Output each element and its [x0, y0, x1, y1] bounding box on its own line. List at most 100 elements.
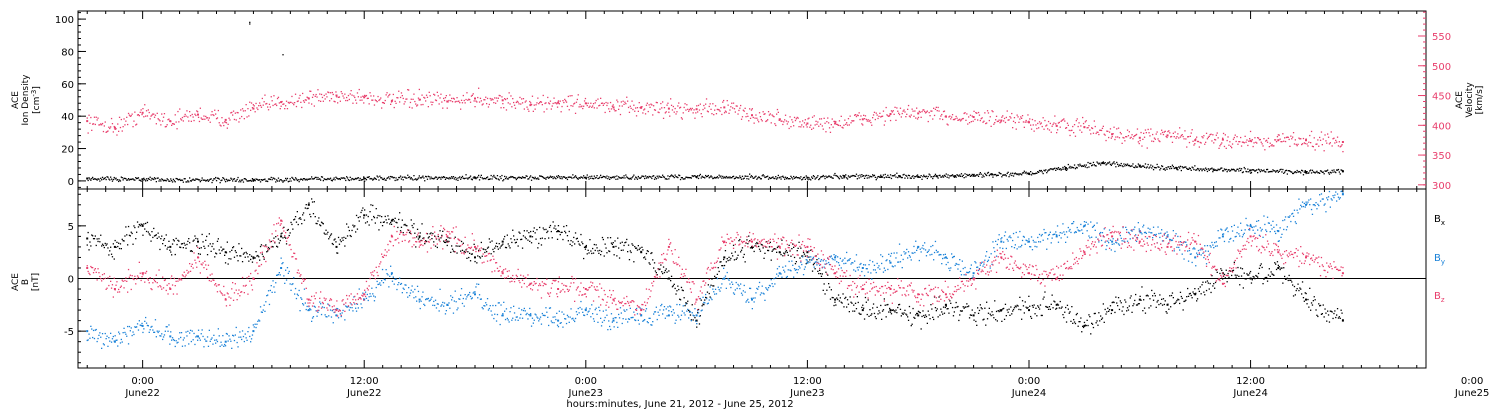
velocity-point	[603, 102, 605, 105]
density-point	[799, 177, 801, 180]
density-point	[731, 177, 733, 179]
bx-point	[857, 301, 859, 304]
velocity-point	[1055, 123, 1057, 125]
bx-point	[1326, 320, 1328, 322]
bx-point	[457, 245, 459, 247]
bx-point	[977, 312, 980, 314]
bx-point	[1270, 271, 1272, 273]
density-point	[479, 176, 482, 178]
bx-point	[1184, 300, 1186, 302]
density-point	[699, 173, 701, 176]
bx-point	[1040, 314, 1042, 317]
density-point	[1071, 166, 1073, 168]
by-point	[103, 344, 105, 346]
density-point	[330, 179, 333, 181]
density-point	[138, 179, 140, 181]
density-point	[1336, 169, 1339, 171]
density-point	[812, 175, 815, 177]
bx-point	[315, 222, 317, 225]
bx-point	[780, 253, 782, 256]
by-point	[448, 302, 450, 304]
velocity-point	[206, 117, 209, 119]
bx-point	[1226, 281, 1228, 283]
velocity-point	[808, 117, 810, 119]
bx-point	[145, 222, 147, 225]
by-point	[324, 314, 326, 316]
by-point	[521, 309, 523, 311]
density-point	[179, 178, 181, 180]
bx-point	[773, 248, 775, 250]
density-point	[368, 176, 370, 178]
density-point	[289, 178, 291, 180]
density-point	[555, 178, 557, 180]
velocity-point	[1134, 135, 1136, 137]
by-point	[575, 311, 578, 313]
velocity-point	[688, 110, 690, 112]
bx-point	[1206, 280, 1209, 282]
velocity-point	[314, 95, 316, 97]
velocity-point	[978, 114, 981, 116]
velocity-point	[550, 108, 552, 110]
bx-point	[1000, 310, 1002, 312]
by-point	[248, 326, 250, 329]
density-point	[312, 178, 315, 180]
velocity-point	[1157, 138, 1159, 140]
density-point	[485, 178, 487, 180]
density-point	[227, 179, 229, 181]
bx-point	[524, 236, 526, 238]
bx-point	[377, 214, 379, 217]
by-point	[544, 314, 546, 317]
velocity-point	[306, 96, 308, 98]
density-point	[111, 180, 114, 182]
velocity-point	[180, 119, 183, 121]
velocity-point	[863, 118, 866, 120]
velocity-point	[722, 101, 724, 103]
density-point	[298, 181, 300, 183]
by-point	[507, 319, 509, 321]
velocity-point	[617, 101, 619, 103]
density-point	[345, 179, 347, 182]
bx-point	[940, 308, 942, 310]
velocity-point	[1177, 133, 1179, 135]
bx-point	[1051, 294, 1053, 296]
bx-point	[742, 256, 744, 258]
by-point	[232, 335, 235, 337]
velocity-point	[363, 102, 365, 104]
density-point	[1218, 169, 1220, 171]
density-point	[662, 174, 664, 176]
by-point	[483, 305, 485, 307]
by-point	[109, 340, 111, 342]
bx-point	[1156, 301, 1158, 303]
density-point	[848, 176, 850, 178]
velocity-point	[792, 121, 794, 123]
velocity-point	[1338, 141, 1340, 143]
bx-point	[688, 310, 691, 312]
density-point	[109, 179, 111, 181]
density-point	[539, 175, 541, 177]
by-point	[485, 302, 487, 304]
by-point	[406, 292, 408, 294]
density-point	[228, 179, 230, 182]
bx-point	[189, 250, 192, 252]
by-point	[150, 326, 152, 328]
velocity-point	[744, 107, 746, 109]
bx-point	[323, 232, 325, 234]
velocity-point	[1035, 124, 1037, 126]
density-point	[956, 174, 958, 176]
bx-point	[855, 308, 858, 310]
velocity-point	[738, 109, 740, 112]
density-axis-tick-label: 20	[61, 145, 74, 156]
bx-point	[513, 235, 515, 237]
velocity-point	[210, 114, 212, 116]
density-point	[364, 177, 367, 180]
velocity-value-point	[1138, 136, 1141, 139]
bx-point	[752, 246, 754, 248]
density-point	[372, 179, 374, 181]
density-point	[613, 177, 615, 179]
density-point	[1309, 170, 1311, 172]
velocity-point	[99, 124, 101, 126]
velocity-point	[1059, 126, 1061, 128]
velocity-point	[920, 116, 922, 118]
density-point	[409, 178, 412, 180]
velocity-point	[195, 114, 197, 117]
